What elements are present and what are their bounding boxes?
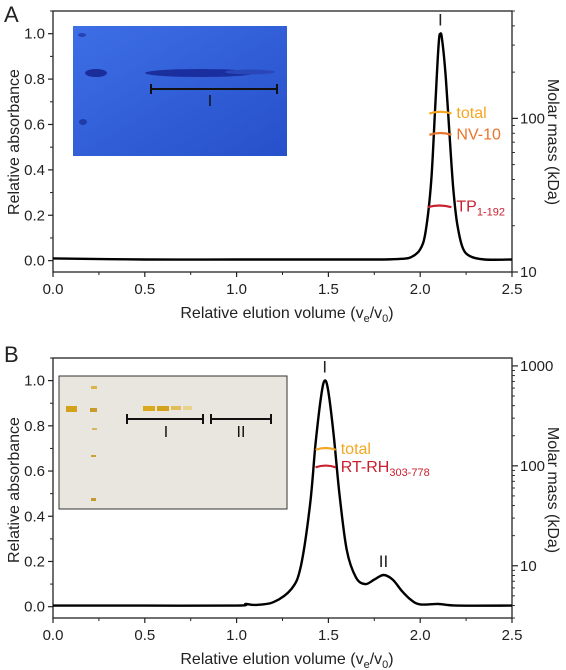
panel-b-y2tick-label: 100 — [520, 458, 545, 475]
inset-b-band-1 — [143, 406, 155, 411]
inset-b-marker-4 — [91, 455, 96, 457]
inset-b-bracket-i — [126, 414, 204, 424]
panel-a-y2tick-label: 10 — [520, 264, 537, 281]
panel-a-xtick-label: 1.5 — [318, 281, 339, 298]
panel-b-xtick-label: 2.5 — [502, 627, 523, 644]
inset-a-bracket — [150, 84, 278, 94]
panel-b-peak-label: II — [379, 552, 388, 571]
panel-b-xtick-label: 0.5 — [134, 627, 155, 644]
panel-a-annotations: total NV-10 TP1-192 — [427, 105, 505, 219]
inset-b-gel — [58, 375, 288, 510]
panel-b-y2tick-label: 1000 — [520, 358, 553, 375]
panel-b-letter: B — [4, 342, 19, 367]
panel-b-ylabel: Relative absorbance — [6, 417, 23, 563]
panel-a-ytick-label: 1.0 — [24, 26, 45, 43]
annotation-total-label: total — [456, 105, 486, 122]
inset-b-marker-3 — [91, 386, 97, 389]
inset-b-marker-5 — [91, 498, 96, 501]
inset-b-label-ii: II — [237, 424, 246, 441]
inset-b-label-i: I — [164, 424, 168, 441]
panel-a-ylabel: Relative absorbance — [6, 69, 23, 215]
inset-b-bracket-ii — [210, 414, 272, 424]
panel-a-ytick-label: 0.6 — [24, 116, 45, 133]
inset-b-marker-2 — [90, 408, 97, 412]
panel-b-ytick-label: 0.8 — [24, 418, 45, 435]
inset-b-band-2 — [157, 406, 169, 411]
inset-b-marker-1 — [66, 406, 77, 412]
annotation-rt-rh-marker — [315, 464, 337, 469]
panel-a-xtick-label: 2.0 — [410, 281, 431, 298]
inset-a-band-marker-3 — [78, 33, 86, 37]
panel-b-ytick-label: 1.0 — [24, 373, 45, 390]
panel-b-xtick-label: 0.0 — [43, 627, 64, 644]
panel-b-ytick-label: 0.6 — [24, 463, 45, 480]
panel-a-xtick-label: 1.0 — [226, 281, 247, 298]
panel-a: A I 0.0 0.5 1.0 1.5 2.0 2.5 0.0 0.2 0.4 0.6 0.8 1.0… — [4, 2, 561, 325]
panel-a-xtick-label: 0.0 — [43, 281, 64, 298]
panel-b-ytick-label: 0.2 — [24, 553, 45, 570]
panel-a-letter: A — [4, 2, 19, 27]
panel-b-y2label: Molar mass (kDa) — [544, 427, 561, 553]
panel-b-ytick-label: 0.0 — [24, 599, 45, 616]
panel-a-ytick-label: 0.2 — [24, 207, 45, 224]
inset-a-band-fractions-tail — [225, 69, 275, 75]
inset-a-band-marker — [85, 69, 107, 77]
panel-b-inset: I II — [58, 375, 288, 510]
annotation-nv-10-marker — [429, 131, 452, 136]
panel-a-xtick-label: 2.5 — [502, 281, 523, 298]
annotation-tp-label: TP1-192 — [456, 199, 505, 219]
panel-a-ytick-label: 0.8 — [24, 71, 45, 88]
panel-a-y2label: Molar mass (kDa) — [544, 79, 561, 205]
panel-b-xtick-label: 1.5 — [318, 627, 339, 644]
panel-b-y2tick-label: 10 — [520, 558, 537, 575]
inset-b-band-3 — [171, 406, 181, 410]
inset-b-marker-6 — [92, 428, 97, 430]
panel-b-xtick-label: 2.0 — [410, 627, 431, 644]
annotation-rt-rh-label: RT-RH303-778 — [341, 459, 430, 479]
panel-b-peak-label: I — [322, 358, 327, 377]
panel-a-curve-group: I — [52, 11, 513, 261]
panel-b-ytick-label: 0.4 — [24, 508, 45, 525]
panel-a-xtick-label: 0.5 — [134, 281, 155, 298]
panel-a-series-line — [52, 32, 513, 261]
panel-a-y2tick-label: 100 — [520, 110, 545, 127]
panel-b-xtick-label: 1.0 — [226, 627, 247, 644]
inset-b-band-4 — [183, 406, 192, 410]
annotation-total-marker — [429, 110, 452, 115]
panel-a-xlabel: Relative elution volume (ve/v0) — [180, 305, 393, 325]
panel-a-peak-label: I — [438, 11, 443, 30]
annotation-total-marker — [315, 446, 337, 451]
panel-b: B I II 0 — [4, 342, 561, 670]
panel-a-axes: 0.0 0.5 1.0 1.5 2.0 2.5 0.0 0.2 0.4 0.6 0.8 1.0 10 10… — [24, 10, 545, 298]
inset-a-gel-shading — [73, 26, 287, 156]
panel-b-curve-group: III — [53, 358, 513, 607]
inset-a-band-marker-2 — [79, 119, 87, 125]
annotation-nv-10-label: NV-10 — [456, 126, 501, 143]
panel-b-series-line — [53, 379, 513, 607]
panel-a-ytick-label: 0.0 — [24, 253, 45, 270]
inset-a-label-i: I — [208, 93, 212, 110]
panel-b-axes: 0.0 0.5 1.0 1.5 2.0 2.5 0.0 0.2 0.4 0.6 0.8 1.0 10 10… — [24, 357, 553, 644]
annotation-tp-marker — [427, 204, 452, 209]
panel-a-ytick-label: 0.4 — [24, 162, 45, 179]
panel-a-inset: I — [73, 26, 287, 156]
annotation-total-label: total — [341, 441, 371, 458]
panel-b-xlabel: Relative elution volume (ve/v0) — [180, 651, 393, 670]
